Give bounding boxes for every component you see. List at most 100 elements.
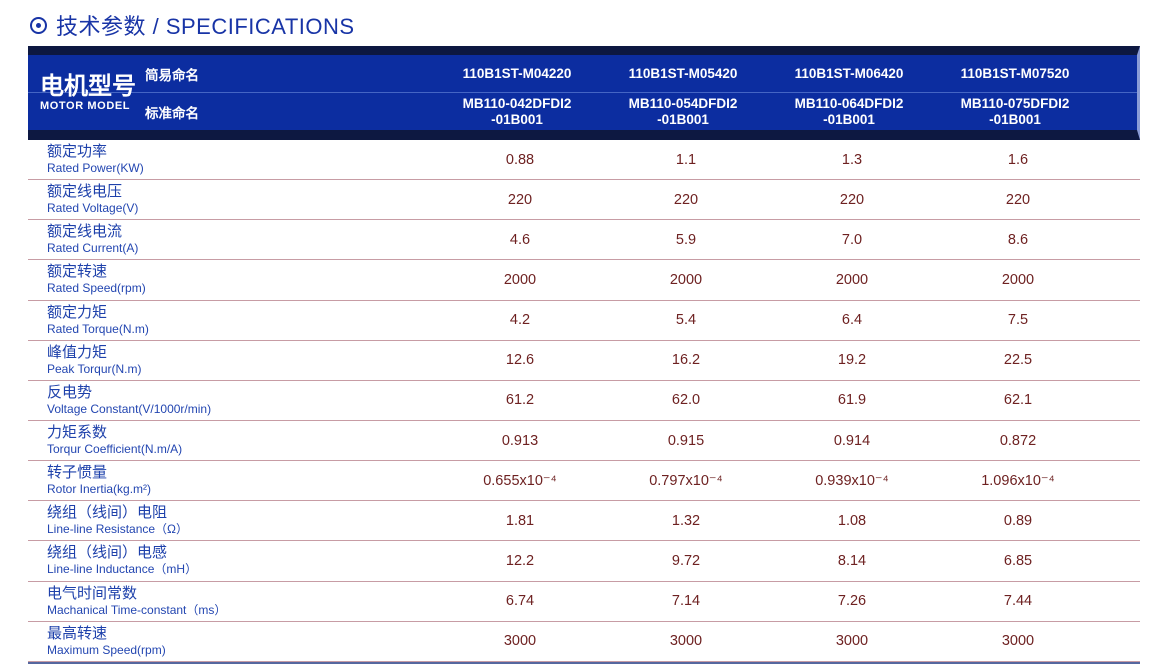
row-label: 额定线电压 Rated Voltage(V): [28, 180, 437, 215]
model-simple-name: 110B1ST-M05420: [628, 65, 738, 81]
spec-value: 0.89: [1003, 512, 1033, 529]
row-label-en: Rated Speed(rpm): [47, 281, 146, 296]
row-label: 反电势 Voltage Constant(V/1000r/min): [28, 381, 437, 416]
row-label: 绕组（线间）电阻 Line-line Resistance（Ω）: [28, 501, 437, 536]
spec-value: 220: [839, 191, 865, 208]
motor-model-header-cell: 电机型号 MOTOR MODEL: [40, 73, 170, 112]
row-label: 额定转速 Rated Speed(rpm): [28, 260, 437, 295]
spec-value: 7.26: [837, 593, 867, 610]
spec-value: 2000: [1001, 271, 1035, 288]
spec-row-line-resistance: 绕组（线间）电阻 Line-line Resistance（Ω） 1.81 1.…: [28, 501, 1140, 542]
simple-name-label: 简易命名: [145, 67, 199, 83]
row-label-en: Rated Voltage(V): [47, 201, 139, 216]
header-row-simple-name: 简易命名 110B1ST-M04220 110B1ST-M05420 110B1…: [28, 55, 1137, 92]
row-label-cn: 额定力矩: [47, 303, 108, 321]
spec-value: 4.2: [509, 312, 531, 329]
spec-value: 9.72: [671, 552, 701, 569]
spec-value: 4.6: [509, 231, 531, 248]
page-title-text: 技术参数 / SPECIFICATIONS: [56, 14, 355, 39]
spec-value: 5.4: [675, 312, 697, 329]
spec-value: 220: [673, 191, 699, 208]
row-label-cn: 额定转速: [47, 263, 108, 281]
spec-value: 2000: [669, 271, 703, 288]
spec-value: 0.913: [501, 432, 539, 449]
row-label-cn: 额定功率: [47, 143, 108, 160]
spec-value: 1.81: [505, 512, 535, 529]
row-label-en: Rated Current(A): [47, 241, 139, 256]
spec-row-time-constant: 电气时间常数 Machanical Time-constant（ms） 6.74…: [28, 582, 1140, 622]
spec-value: 7.5: [1007, 312, 1029, 329]
spec-value: 1.096x10⁻⁴: [981, 472, 1055, 489]
row-label-en: Machanical Time-constant（ms）: [47, 602, 227, 617]
spec-value: 19.2: [837, 352, 867, 369]
spec-value: 3000: [1001, 633, 1035, 650]
spec-value: 0.88: [505, 151, 535, 168]
spec-row-rated-current: 额定线电流 Rated Current(A) 4.6 5.9 7.0 8.6: [28, 220, 1140, 261]
spec-row-voltage-constant: 反电势 Voltage Constant(V/1000r/min) 61.2 6…: [28, 381, 1140, 421]
row-label: 峰值力矩 Peak Torqur(N.m): [28, 341, 437, 376]
spec-value: 220: [507, 191, 533, 208]
spec-value: 61.9: [837, 392, 867, 409]
spec-value: 7.14: [671, 593, 701, 610]
row-label-en: Line-line Inductance（mH）: [47, 562, 198, 577]
spec-value: 6.74: [505, 593, 535, 610]
spec-value: 7.44: [1003, 593, 1033, 610]
spec-value: 220: [1005, 191, 1031, 208]
spec-value: 1.1: [675, 151, 697, 168]
spec-value: 8.14: [837, 552, 867, 569]
motor-model-label-en: MOTOR MODEL: [40, 99, 131, 112]
spec-value: 62.0: [671, 392, 701, 409]
row-label: 绕组（线间）电感 Line-line Inductance（mH）: [28, 541, 437, 576]
page-title: 技术参数 / SPECIFICATIONS: [30, 9, 355, 41]
model-simple-name: 110B1ST-M04220: [462, 65, 572, 81]
header-row-divider: [28, 92, 1137, 93]
spec-row-rated-speed: 额定转速 Rated Speed(rpm) 2000 2000 2000 200…: [28, 260, 1140, 301]
spec-value: 22.5: [1003, 352, 1033, 369]
row-label: 额定功率 Rated Power(KW): [28, 140, 437, 175]
row-label-en: Maximum Speed(rpm): [47, 642, 166, 657]
row-label-cn: 转子惯量: [47, 464, 108, 482]
spec-row-line-inductance: 绕组（线间）电感 Line-line Inductance（mH） 12.2 9…: [28, 541, 1140, 582]
row-label-cn: 绕组（线间）电阻: [47, 504, 168, 522]
spec-value: 0.914: [833, 432, 871, 449]
bullet-circle-icon: [30, 16, 47, 34]
spec-value: 5.9: [675, 231, 697, 248]
spec-value: 8.6: [1007, 231, 1029, 248]
spec-value: 3000: [669, 633, 703, 650]
row-label: 最高转速 Maximum Speed(rpm): [28, 622, 437, 657]
model-simple-name: 110B1ST-M06420: [794, 65, 904, 81]
row-label: 额定线电流 Rated Current(A): [28, 220, 437, 255]
row-label-cn: 峰值力矩: [47, 343, 108, 361]
spec-row-rated-power: 额定功率 Rated Power(KW) 0.88 1.1 1.3 1.6: [28, 140, 1140, 181]
spec-value: 62.1: [1003, 392, 1033, 409]
row-label-cn: 反电势: [47, 383, 93, 401]
model-simple-name: 110B1ST-M07520: [960, 65, 1070, 81]
row-label-en: Rated Power(KW): [47, 161, 144, 175]
row-label-cn: 额定线电流: [47, 223, 123, 241]
spec-row-torque-coefficient: 力矩系数 Torqur Coefficient(N.m/A) 0.913 0.9…: [28, 421, 1140, 462]
spec-value: 2000: [503, 271, 537, 288]
row-label-en: Line-line Resistance（Ω）: [47, 522, 189, 537]
table-body: 额定功率 Rated Power(KW) 0.88 1.1 1.3 1.6 额定…: [28, 140, 1140, 664]
spec-row-maximum-speed: 最高转速 Maximum Speed(rpm) 3000 3000 3000 3…: [28, 622, 1140, 662]
spec-value: 1.08: [837, 512, 867, 529]
spec-value: 0.872: [999, 432, 1037, 449]
spec-value: 1.3: [841, 151, 863, 168]
row-label: 力矩系数 Torqur Coefficient(N.m/A): [28, 421, 437, 456]
model-standard-name: MB110-042DFDI2 -01B001: [462, 95, 572, 127]
model-standard-name: MB110-054DFDI2 -01B001: [628, 95, 738, 127]
spec-value: 0.797x10⁻⁴: [649, 472, 723, 489]
spec-value: 3000: [835, 633, 869, 650]
spec-value: 2000: [835, 271, 869, 288]
spec-value: 0.655x10⁻⁴: [483, 472, 557, 489]
spec-value: 61.2: [505, 392, 535, 409]
row-label-cn: 额定线电压: [47, 183, 123, 201]
row-label-en: Torqur Coefficient(N.m/A): [47, 441, 183, 456]
row-label-en: Peak Torqur(N.m): [47, 361, 142, 376]
spec-row-rotor-inertia: 转子惯量 Rotor Inertia(kg.m²) 0.655x10⁻⁴ 0.7…: [28, 461, 1140, 502]
row-label-en: Rotor Inertia(kg.m²): [47, 482, 152, 497]
model-standard-name: MB110-075DFDI2 -01B001: [960, 95, 1070, 127]
spec-value: 0.939x10⁻⁴: [815, 472, 889, 489]
row-label: 电气时间常数 Machanical Time-constant（ms）: [28, 582, 437, 617]
